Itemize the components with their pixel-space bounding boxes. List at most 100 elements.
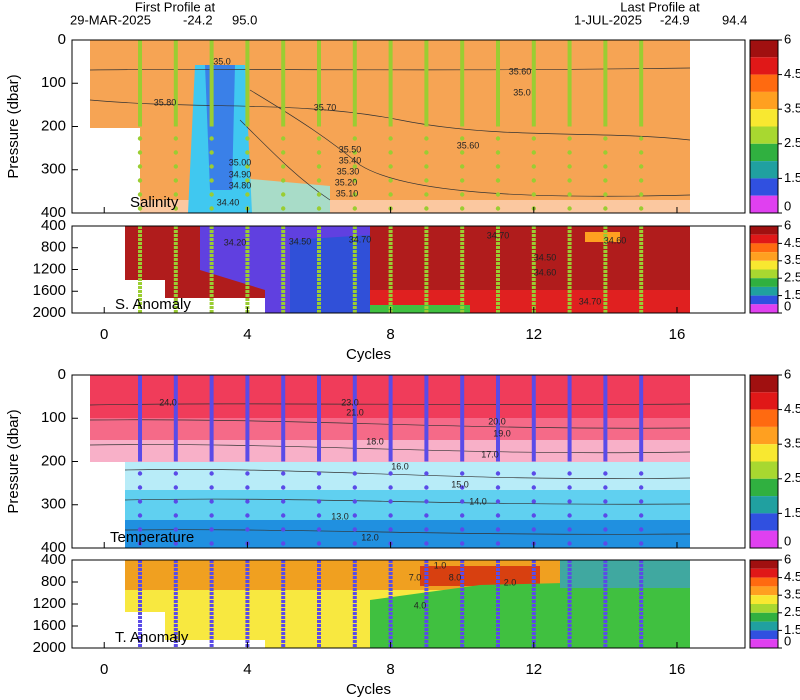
- profile-sample: [638, 150, 644, 155]
- colorbar-tick-label: 0: [784, 298, 791, 313]
- profile-sample: [137, 178, 143, 183]
- profile-sample: [281, 527, 286, 532]
- profile-sample: [424, 178, 429, 183]
- panel-label: T. Anomaly: [115, 629, 189, 646]
- x-tick-label: 4: [243, 326, 251, 343]
- colorbar-swatch: [750, 126, 778, 144]
- y-tick-label: 800: [41, 239, 66, 256]
- colorbar-tick-label: 2.5: [784, 270, 800, 285]
- colorbar-tick-label: 1.5: [784, 505, 800, 520]
- contour-label: 35.50: [339, 144, 362, 154]
- colorbar-frame: [749, 39, 779, 214]
- profile-sample: [281, 485, 286, 490]
- profile-sample: [209, 178, 214, 183]
- colorbar-swatch: [750, 278, 778, 287]
- profile-sample: [495, 485, 501, 490]
- profile-sample: [603, 164, 608, 169]
- profile-sample: [281, 541, 286, 546]
- colorbar-tick-label: 3.5: [784, 436, 800, 451]
- y-tick-label: 400: [41, 204, 66, 221]
- header-text: -24.9: [660, 12, 690, 27]
- colorbar-swatch: [750, 74, 778, 92]
- profile-sample: [137, 513, 143, 518]
- profile-sample: [281, 206, 286, 211]
- profile-sample: [173, 527, 179, 532]
- profile-sample: [352, 150, 358, 155]
- contour-label: 35.80: [154, 97, 177, 107]
- colorbar-swatch: [750, 496, 778, 514]
- contour-label: 34.60: [534, 267, 557, 277]
- profile-sample: [209, 527, 214, 532]
- profile-sample: [459, 136, 465, 141]
- profile-sample: [245, 164, 250, 169]
- profile-sample: [495, 164, 501, 169]
- profile-sample: [531, 150, 536, 155]
- colorbar-swatch: [750, 577, 778, 587]
- profile-sample: [316, 150, 322, 155]
- profile-sample: [531, 485, 536, 490]
- contour-label: 35.00: [229, 157, 252, 167]
- colorbar-tick-label: 1.5: [784, 287, 800, 302]
- profile-sample: [603, 136, 608, 141]
- profile-sample: [209, 150, 214, 155]
- profile-sample: [352, 164, 358, 169]
- header-text: 94.4: [722, 12, 747, 27]
- contour-label: 34.90: [229, 169, 252, 179]
- colorbar-swatch: [750, 560, 778, 569]
- profile-sample: [495, 499, 501, 504]
- colorbar-swatch: [750, 595, 778, 604]
- profile-sample: [567, 164, 572, 169]
- profile-sample: [603, 178, 608, 183]
- colorbar-tick-label: 3.5: [784, 101, 800, 116]
- profile-sample: [603, 206, 608, 211]
- contour-label: 34.20: [224, 237, 247, 247]
- y-axis-label: Pressure (dbar): [5, 74, 22, 178]
- profile-sample: [459, 541, 465, 546]
- colorbar-tick-label: 6: [784, 551, 791, 566]
- profile-sample: [495, 513, 501, 518]
- y-tick-label: 2000: [33, 304, 66, 321]
- y-tick-label: 400: [41, 551, 66, 568]
- contour-label: 16.0: [391, 461, 409, 471]
- profile-sample: [567, 499, 572, 504]
- contour-label: 23.0: [341, 397, 359, 407]
- y-tick-label: 1200: [33, 595, 66, 612]
- profile-sample: [424, 527, 429, 532]
- profile-sample: [245, 485, 250, 490]
- profile-sample: [638, 136, 644, 141]
- contour-label: 34.70: [579, 296, 602, 306]
- colorbar-swatch: [750, 143, 778, 162]
- colorbar-tick-label: 2.5: [784, 604, 800, 619]
- profile-sample: [459, 178, 465, 183]
- profile-sample: [638, 527, 644, 532]
- profile-sample: [459, 513, 465, 518]
- header-text: -24.2: [183, 12, 213, 27]
- colorbar-swatch: [750, 304, 778, 313]
- profile-sample: [567, 192, 572, 197]
- contour-label: 15.0: [451, 479, 469, 489]
- profile-sample: [603, 499, 608, 504]
- profile-sample: [316, 164, 322, 169]
- y-tick-label: 2000: [33, 639, 66, 656]
- colorbar-swatch: [750, 40, 778, 58]
- salinity-anomaly-field: [125, 226, 690, 313]
- y-tick-label: 1600: [33, 282, 66, 299]
- profile-sample: [459, 164, 465, 169]
- profile-sample: [567, 471, 572, 476]
- header-text: 95.0: [232, 12, 257, 27]
- colorbar-swatch: [750, 392, 778, 410]
- profile-sample: [173, 471, 179, 476]
- colorbar-swatch: [750, 586, 778, 596]
- profile-sample: [281, 178, 286, 183]
- profile-sample: [638, 164, 644, 169]
- profile-sample: [137, 471, 143, 476]
- profile-sample: [424, 150, 429, 155]
- header-text: 29-MAR-2025: [70, 12, 151, 27]
- colorbar-swatch: [750, 226, 778, 235]
- contour-label: 35.10: [336, 188, 359, 198]
- colorbar-swatch: [750, 109, 778, 127]
- profile-sample: [424, 513, 429, 518]
- profile-sample: [638, 178, 644, 183]
- y-tick-label: 0: [58, 31, 66, 48]
